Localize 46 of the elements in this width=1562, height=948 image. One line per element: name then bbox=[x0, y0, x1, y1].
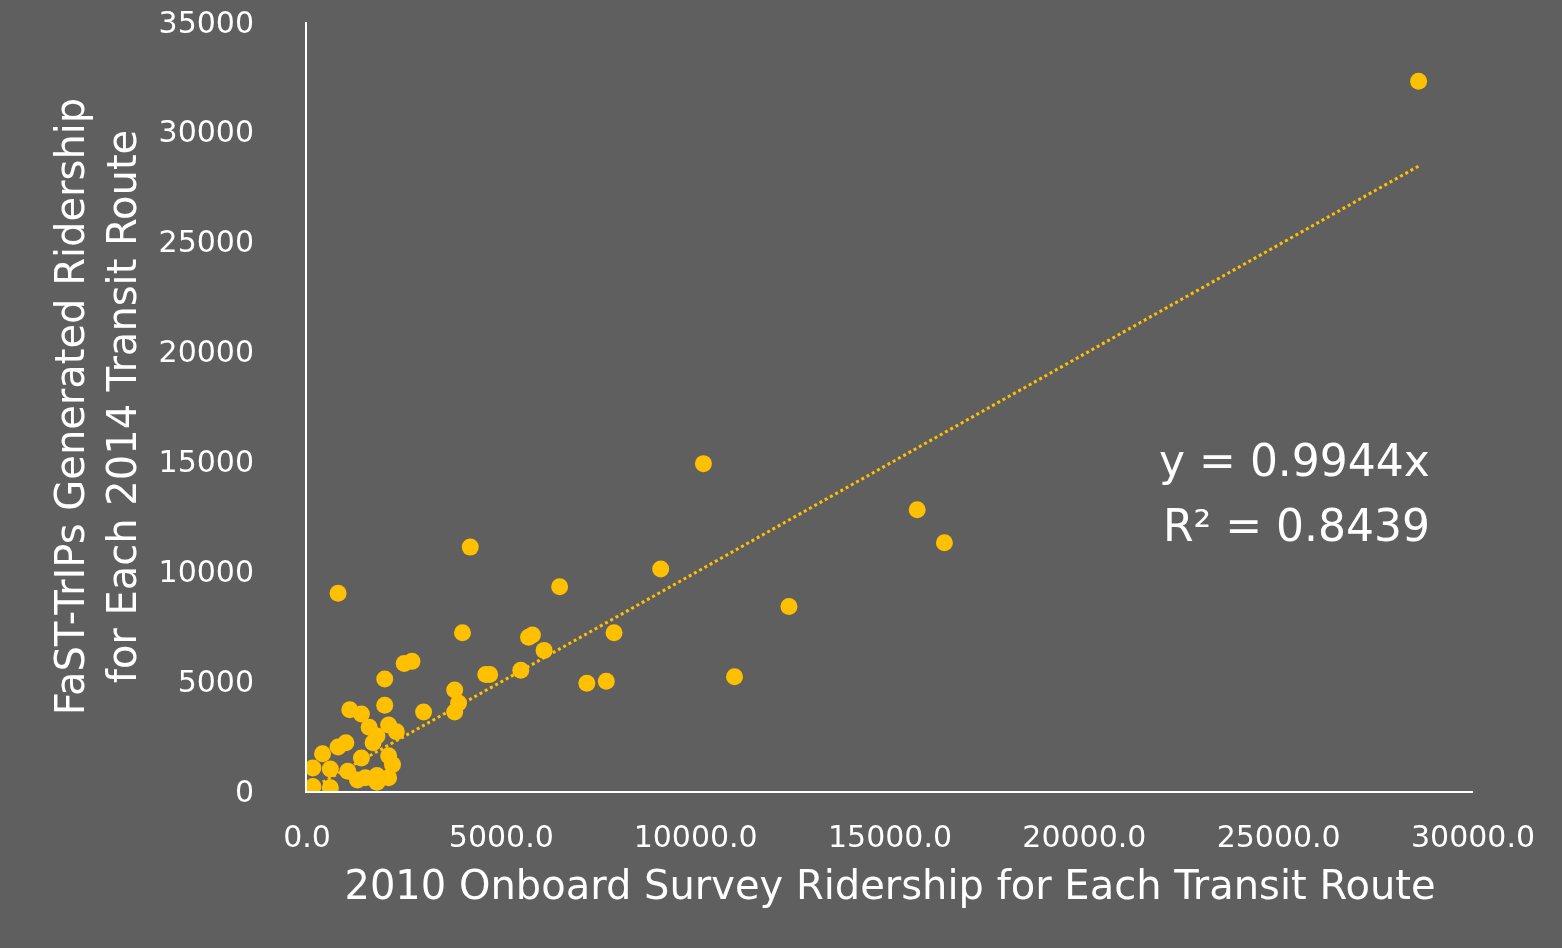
point bbox=[321, 760, 339, 778]
y-axis-title: FaST-TrIPs Generated Ridership for Each 2014 Transit Route bbox=[46, 97, 145, 716]
y-tick-label: 0 bbox=[234, 773, 254, 809]
point bbox=[551, 578, 569, 596]
point bbox=[446, 681, 464, 699]
annotation: R² = 0.8439 bbox=[1163, 500, 1431, 551]
point bbox=[1410, 72, 1428, 90]
point bbox=[935, 534, 953, 552]
y-tick-label: 25000 bbox=[158, 224, 254, 260]
x-tick-label: 25000.0 bbox=[1216, 819, 1341, 854]
point bbox=[329, 738, 347, 756]
point bbox=[694, 455, 712, 473]
point bbox=[461, 538, 479, 556]
point bbox=[403, 652, 421, 670]
x-tick-label: 0.0 bbox=[283, 819, 331, 854]
point bbox=[364, 734, 382, 752]
point bbox=[652, 560, 670, 578]
point bbox=[780, 597, 798, 615]
point bbox=[376, 670, 394, 688]
point bbox=[352, 705, 370, 723]
point bbox=[535, 641, 553, 659]
y-tick-label: 35000 bbox=[158, 4, 254, 40]
x-tick-label: 10000.0 bbox=[633, 819, 758, 854]
y-tick-label: 5000 bbox=[177, 663, 254, 699]
y-tick-label: 15000 bbox=[158, 443, 254, 479]
x-tick-label: 5000.0 bbox=[448, 819, 554, 854]
point bbox=[314, 745, 332, 763]
point bbox=[908, 501, 926, 519]
x-tick-label: 30000.0 bbox=[1410, 819, 1536, 854]
point bbox=[329, 584, 347, 602]
y-tick-label: 20000 bbox=[158, 334, 254, 370]
point bbox=[384, 756, 402, 774]
y-tick-label: 10000 bbox=[158, 553, 254, 589]
point bbox=[387, 723, 405, 741]
annotation: y = 0.9944x bbox=[1159, 435, 1430, 486]
y-tick-label: 30000 bbox=[158, 114, 254, 150]
point bbox=[726, 668, 744, 686]
x-tick-label: 20000.0 bbox=[1022, 819, 1147, 854]
x-axis-title: 2010 Onboard Survey Ridership for Each Transit Route bbox=[344, 862, 1436, 908]
point bbox=[453, 624, 471, 642]
point bbox=[597, 672, 615, 690]
point bbox=[605, 624, 623, 642]
x-tick-label: 15000.0 bbox=[827, 819, 953, 854]
point bbox=[415, 703, 433, 721]
point bbox=[376, 696, 394, 714]
point bbox=[578, 674, 596, 692]
